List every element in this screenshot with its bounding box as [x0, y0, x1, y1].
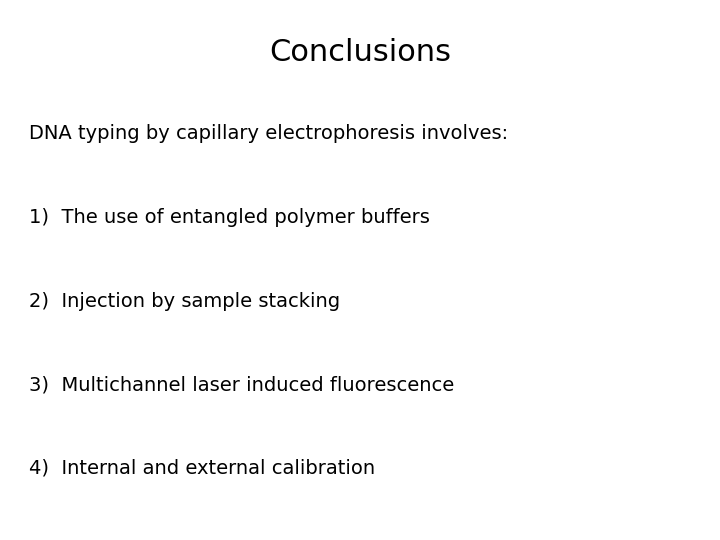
Text: 2)  Injection by sample stacking: 2) Injection by sample stacking [29, 292, 340, 310]
Text: 3)  Multichannel laser induced fluorescence: 3) Multichannel laser induced fluorescen… [29, 375, 454, 394]
Text: 4)  Internal and external calibration: 4) Internal and external calibration [29, 459, 375, 478]
Text: DNA typing by capillary electrophoresis involves:: DNA typing by capillary electrophoresis … [29, 124, 508, 143]
Text: 1)  The use of entangled polymer buffers: 1) The use of entangled polymer buffers [29, 208, 430, 227]
Text: Conclusions: Conclusions [269, 38, 451, 67]
